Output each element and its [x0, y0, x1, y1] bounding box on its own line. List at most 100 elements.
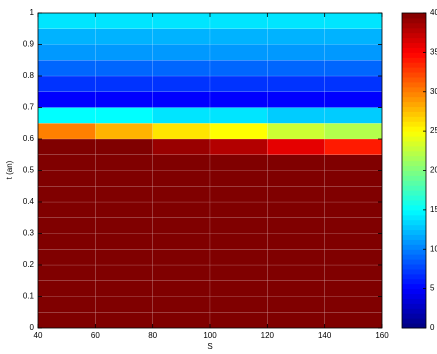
heatmap-cell	[324, 44, 383, 61]
heatmap-cell	[152, 28, 211, 45]
heatmap-cell	[95, 217, 153, 234]
heatmap-cell	[152, 186, 211, 203]
heatmap-cell	[95, 280, 153, 297]
x-tick-label: 160	[375, 331, 389, 340]
colorbar-segment	[402, 57, 426, 63]
heatmap-cell	[267, 186, 325, 203]
colorbar-segment	[402, 72, 426, 78]
y-tick-label: 0.6	[23, 134, 35, 143]
heatmap-cell	[324, 60, 383, 77]
colorbar-segment	[402, 42, 426, 48]
x-axis-label: S	[207, 342, 212, 351]
heatmap-cell	[209, 75, 268, 92]
colorbar-segment	[402, 165, 426, 171]
heatmap-cell	[37, 107, 96, 124]
colorbar-segment	[402, 283, 426, 290]
heatmap-cell	[209, 264, 268, 281]
colorbar-segment	[402, 288, 426, 295]
colorbar-segment	[402, 254, 426, 260]
colorbar-segment	[402, 190, 426, 196]
heatmap-cell	[209, 28, 268, 45]
heatmap-cell	[267, 264, 325, 281]
heatmap-cell	[324, 138, 383, 155]
colorbar-segment	[402, 308, 426, 314]
heatmap-cell	[95, 28, 153, 45]
colorbar-segment	[402, 249, 426, 255]
colorbar-segment	[402, 37, 426, 44]
heatmap-cell	[95, 44, 153, 61]
heatmap-cell	[95, 233, 153, 250]
colorbar-segment	[402, 106, 426, 112]
colorbar-tick-label: 5	[430, 284, 435, 293]
colorbar-segment	[402, 180, 426, 186]
heatmap-cell	[37, 123, 96, 140]
heatmap-cell	[37, 170, 96, 187]
colorbar-segment	[402, 298, 426, 304]
colorbar-segment	[402, 278, 426, 285]
colorbar-segment	[402, 111, 426, 117]
colorbar-segment	[402, 150, 426, 157]
colorbar-segment	[402, 318, 426, 324]
heatmap-cell	[95, 312, 153, 329]
colorbar-segment	[402, 155, 426, 162]
heatmap-cell	[267, 312, 325, 329]
y-axis-label: t (an)	[5, 160, 14, 179]
heatmap-cell	[267, 201, 325, 218]
y-tick-label: 0.7	[23, 103, 35, 112]
colorbar-segment	[402, 62, 426, 68]
colorbar-segment	[402, 126, 426, 132]
y-tick-label: 0.5	[23, 166, 35, 175]
heatmap-cell	[95, 170, 153, 187]
colorbar-segment	[402, 209, 426, 216]
colorbar-tick-label: 40	[430, 8, 437, 17]
heatmap-cell	[324, 264, 383, 281]
heatmap-cell	[324, 28, 383, 45]
colorbar-segment	[402, 170, 426, 176]
colorbar-segment	[402, 214, 426, 221]
colorbar-segment	[402, 204, 426, 211]
colorbar-segment	[402, 259, 426, 265]
x-tick-label: 100	[203, 331, 217, 340]
colorbar-segment	[402, 116, 426, 122]
heatmap-cell	[267, 28, 325, 45]
heatmap-cell	[152, 91, 211, 108]
heatmap-cell	[209, 296, 268, 313]
heatmap-cell	[95, 186, 153, 203]
heatmap-cell	[95, 12, 153, 29]
heatmap-cell	[95, 60, 153, 77]
heatmap-cell	[209, 201, 268, 218]
y-tick-label: 0.8	[23, 71, 35, 80]
heatmap-cell	[324, 296, 383, 313]
heatmap-cell	[209, 107, 268, 124]
y-tick-label: 0	[30, 323, 35, 332]
colorbar-tick-label: 30	[430, 87, 437, 96]
heatmap-cell	[152, 249, 211, 266]
heatmap-cell	[95, 249, 153, 266]
heatmap-cell	[37, 264, 96, 281]
colorbar-tick-label: 20	[430, 166, 437, 175]
heatmap-cell	[95, 91, 153, 108]
y-tick-label: 0.2	[23, 260, 35, 269]
heatmap-cell	[95, 138, 153, 155]
heatmap-cell	[324, 233, 383, 250]
heatmap-cell	[37, 186, 96, 203]
heatmap-cell	[152, 154, 211, 171]
heatmap-cell	[37, 91, 96, 108]
colorbar-tick-label: 0	[430, 323, 435, 332]
colorbar	[402, 13, 426, 329]
heatmap-cell	[209, 170, 268, 187]
heatmap-cell	[152, 123, 211, 140]
heatmap-cell	[95, 123, 153, 140]
heatmap-cell	[37, 201, 96, 218]
heatmap-cell	[324, 75, 383, 92]
heatmap-cell	[95, 201, 153, 218]
heatmap-cell	[324, 107, 383, 124]
x-tick-label: 40	[34, 331, 43, 340]
colorbar-tick-label: 15	[430, 205, 437, 214]
heatmap-cell	[37, 296, 96, 313]
heatmap-cell	[324, 170, 383, 187]
heatmap-cell	[152, 312, 211, 329]
colorbar-segment	[402, 131, 426, 137]
y-tick-label: 0.1	[23, 292, 35, 301]
heatmap-cell	[37, 280, 96, 297]
